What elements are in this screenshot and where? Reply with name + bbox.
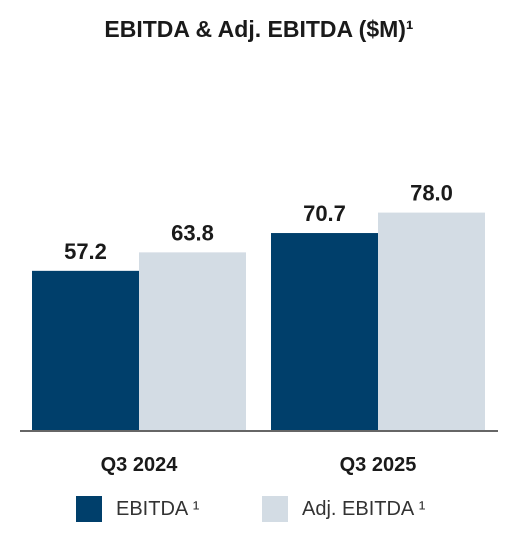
legend-swatch-ebitda xyxy=(76,496,102,522)
category-label-q3-2025: Q3 2025 xyxy=(340,454,417,476)
data-label-adj-ebitda-q3-2024: 63.8 xyxy=(171,220,214,245)
chart-plot: 57.2 63.8 Q3 2024 70.7 78.0 Q3 2025 xyxy=(20,181,498,476)
legend-item-adj-ebitda: Adj. EBITDA ¹ xyxy=(262,494,425,524)
bar-adj-ebitda-q3-2024 xyxy=(139,252,246,431)
legend-swatch-adj-ebitda xyxy=(262,496,288,522)
legend-label-ebitda: EBITDA ¹ xyxy=(116,497,200,520)
legend-item-ebitda: EBITDA ¹ xyxy=(76,494,199,524)
data-label-ebitda-q3-2025: 70.7 xyxy=(303,201,346,226)
bar-ebitda-q3-2024 xyxy=(32,270,139,431)
data-label-ebitda-q3-2024: 57.2 xyxy=(64,239,107,264)
bar-adj-ebitda-q3-2025 xyxy=(378,212,485,431)
bar-ebitda-q3-2025 xyxy=(271,233,378,431)
chart-legend: EBITDA ¹ Adj. EBITDA ¹ xyxy=(0,494,518,524)
chart-title: EBITDA & Adj. EBITDA ($M)¹ xyxy=(104,16,414,42)
data-label-adj-ebitda-q3-2025: 78.0 xyxy=(410,181,453,206)
legend-label-adj-ebitda: Adj. EBITDA ¹ xyxy=(302,497,426,520)
category-label-q3-2024: Q3 2024 xyxy=(101,454,179,476)
